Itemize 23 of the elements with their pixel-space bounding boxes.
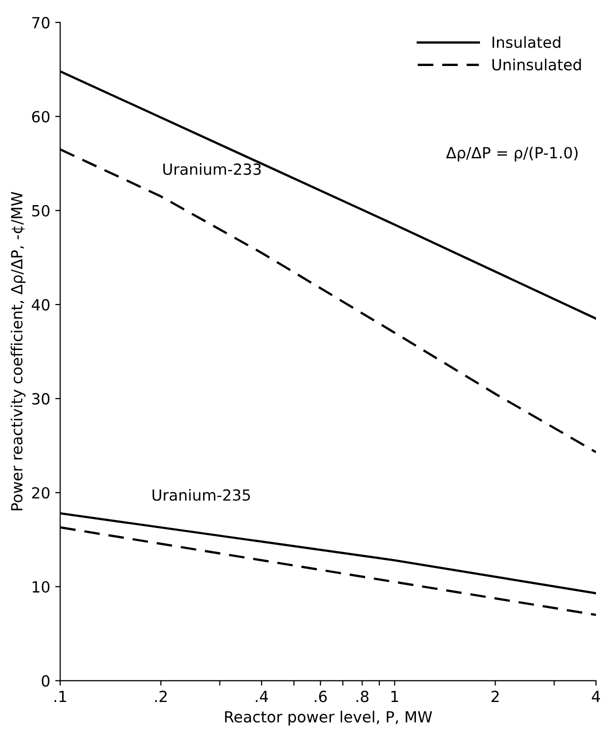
annotation: Δρ/ΔP = ρ/(P-1.0) [446, 146, 578, 162]
y-tick-label: 70 [32, 16, 50, 28]
x-axis-title: Reactor power level, P, MW [225, 710, 432, 726]
x-tick-label: 1 [391, 690, 398, 702]
y-axis-title: Power reactivity coefficient, Δρ/ΔP, -¢/MW [10, 192, 26, 510]
annotation: Uranium-235 [152, 488, 250, 501]
annotation: Uranium-233 [163, 163, 261, 175]
x-tick-label: .4 [256, 690, 268, 702]
x-tick-label: .2 [155, 690, 167, 702]
x-tick-label: 2 [492, 690, 499, 702]
x-tick-label: .6 [314, 690, 327, 702]
y-tick-label: 0 [42, 675, 50, 687]
x-tick-label: .1 [54, 690, 66, 702]
y-tick-label: 10 [32, 581, 50, 593]
y-tick-label: 30 [32, 393, 50, 405]
legend-label: Insulated [492, 36, 560, 48]
y-tick-label: 20 [32, 487, 50, 499]
y-tick-label: 50 [32, 204, 50, 217]
legend-label: Uninsulated [492, 58, 581, 70]
y-tick-label: 60 [32, 110, 50, 122]
x-tick-label: 4 [592, 690, 600, 702]
y-tick-label: 40 [32, 299, 50, 311]
x-tick-label: .8 [356, 690, 368, 702]
